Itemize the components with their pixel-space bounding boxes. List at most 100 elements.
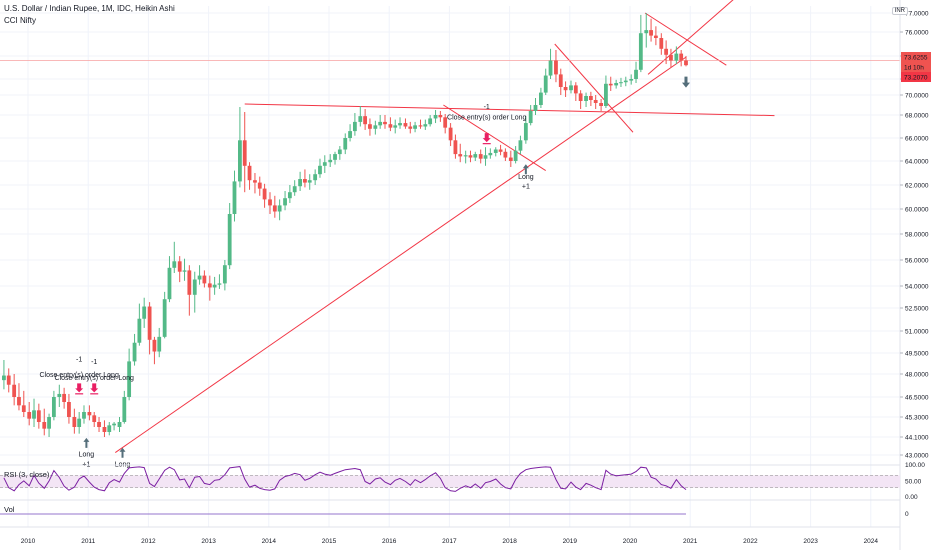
candle-body (669, 54, 673, 61)
time-tick-label: 2013 (201, 538, 216, 545)
candle-body (363, 116, 368, 125)
candle-body (87, 412, 92, 416)
countdown-tag-bg (901, 62, 931, 72)
price-tick-label: 70.0000 (905, 93, 929, 100)
time-axis: 2010 2011 2012 2013 2014 2015 2016 2017 2018 2019… (0, 526, 900, 545)
candle-body (443, 117, 448, 128)
time-tick-label: 2019 (563, 538, 578, 545)
candle-body (42, 422, 47, 429)
candle-body (619, 82, 623, 84)
candle-body (528, 111, 533, 124)
buy-signal-arrow (522, 164, 529, 175)
candle-body (503, 151, 508, 158)
price-tick-label: 76.0000 (905, 30, 929, 37)
candle-body (604, 83, 608, 106)
last-price-tag: 73.6255 (904, 55, 928, 62)
price-tick-label: 51.0000 (905, 329, 929, 336)
candle-body (644, 30, 649, 34)
candle-body (398, 123, 402, 126)
price-tick-label: 54.0000 (905, 284, 929, 291)
candle-body (659, 38, 664, 49)
trendline (115, 56, 687, 453)
candle-body (408, 126, 413, 129)
candle-body (122, 397, 127, 422)
candle-body (272, 205, 277, 212)
forecast-down-arrow (681, 76, 690, 88)
sell-signal-arrow (90, 383, 99, 393)
candle-body (152, 339, 157, 352)
price-tick-label: 60.0000 (905, 207, 929, 214)
chart-title: U.S. Dollar / Indian Rupee, 1M, IDC, Hei… (4, 4, 175, 13)
candle-body (298, 179, 303, 187)
currency-button[interactable]: INR (891, 7, 908, 15)
candle-body (107, 425, 112, 432)
annotation-text: Long (518, 174, 534, 181)
candle-body (322, 162, 327, 166)
price-tick-label: 64.0000 (905, 159, 929, 166)
signal-markers (75, 76, 690, 458)
time-tick-label: 2012 (141, 538, 156, 545)
candle-body (483, 155, 488, 159)
price-tick-label: 68.0000 (905, 113, 929, 120)
annotation-text: Close entry(s) order Long (55, 375, 134, 382)
volume-tick-label: 0 (905, 511, 909, 518)
candle-body (147, 306, 152, 340)
trendline (443, 104, 546, 172)
candle-body (67, 402, 71, 417)
trendline (244, 103, 775, 117)
candle-body (423, 124, 428, 127)
candle-body (307, 180, 312, 183)
candle-body (207, 283, 212, 288)
candle-body (287, 192, 292, 199)
time-tick-label: 2021 (683, 538, 698, 545)
candle-body (498, 149, 503, 152)
candle-body (533, 105, 538, 111)
candle-body (32, 410, 36, 419)
candle-body (664, 48, 669, 55)
candle-body (337, 149, 342, 155)
candle-body (463, 155, 468, 157)
candle-body (548, 60, 553, 76)
candle-body (388, 124, 393, 128)
candle-body (192, 279, 197, 295)
annotation-text: Close entry(s) order Long (39, 372, 118, 379)
candle-body (247, 165, 252, 181)
candle-body (187, 270, 192, 295)
price-tick-label: 49.5000 (905, 351, 929, 358)
candle-body (227, 214, 232, 266)
candle-body (102, 427, 107, 432)
last-price-tag-bg (901, 52, 931, 62)
rsi-line (3, 466, 687, 492)
candle-body (117, 422, 122, 427)
candle-body (453, 140, 458, 155)
candle-body (262, 188, 267, 200)
candle-body (217, 283, 222, 285)
trendline (644, 12, 727, 66)
candle-body (629, 79, 634, 81)
candle-body (333, 154, 337, 160)
candle-body (268, 199, 272, 206)
candle-body (57, 393, 62, 397)
price-tick-label: 48.0000 (905, 372, 929, 379)
candle-body (292, 186, 297, 193)
candle-body (97, 422, 101, 427)
annotation-text: -1 (76, 356, 82, 363)
candle-body (197, 275, 202, 280)
volume-label: Vol (4, 505, 15, 514)
candle-body (36, 410, 41, 422)
countdown-tag: 1d 10h (904, 65, 924, 72)
candle-body (543, 75, 548, 93)
time-tick-label: 2011 (81, 538, 95, 545)
price-tick-label: 58.0000 (905, 232, 929, 239)
candle-body (277, 205, 282, 212)
candle-body (127, 361, 132, 397)
candle-body (634, 69, 638, 79)
candle-body (513, 150, 518, 161)
candle-body (177, 261, 182, 272)
candle-body (238, 140, 242, 182)
candle-body (433, 115, 438, 119)
candle-body (51, 397, 56, 417)
rsi-label: RSI (3, close) (4, 470, 50, 479)
candle-body (257, 182, 262, 189)
